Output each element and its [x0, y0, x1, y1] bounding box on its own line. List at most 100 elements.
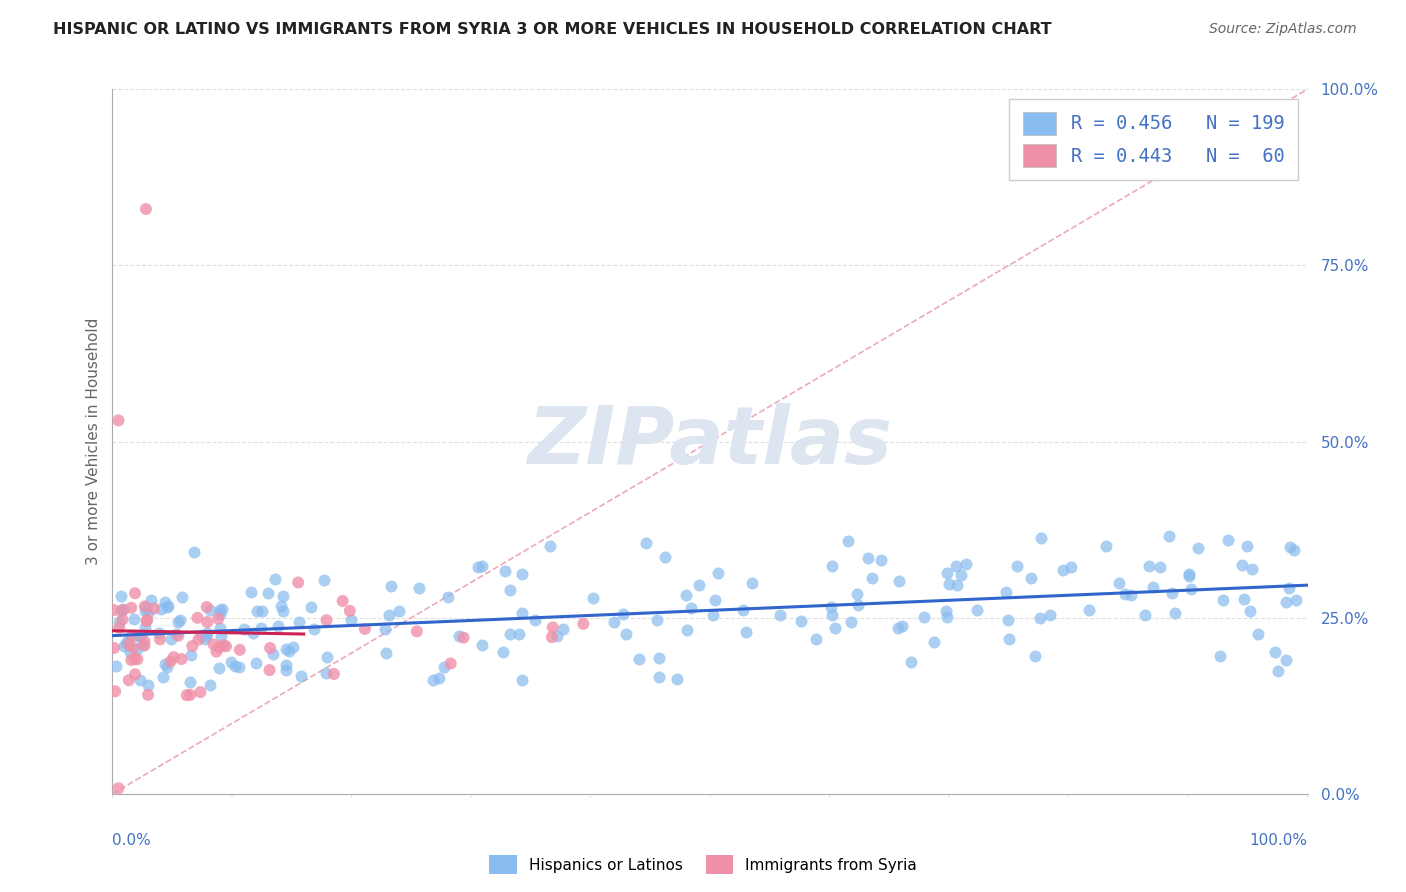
Point: [135, 599, 157, 614]
Point: [524, 613, 547, 627]
Point: [208, 640, 231, 655]
Text: HISPANIC OR LATINO VS IMMIGRANTS FROM SYRIA 3 OR MORE VEHICLES IN HOUSEHOLD CORR: HISPANIC OR LATINO VS IMMIGRANTS FROM SY…: [53, 22, 1052, 37]
Point: [208, 661, 231, 675]
Point: [1264, 645, 1286, 659]
Point: [860, 572, 883, 586]
Point: [134, 620, 156, 634]
Point: [1133, 608, 1156, 623]
Point: [870, 553, 893, 567]
Point: [135, 614, 157, 628]
Point: [405, 624, 427, 639]
Point: [1149, 560, 1171, 574]
Point: [704, 593, 727, 607]
Point: [654, 549, 676, 564]
Point: [997, 613, 1019, 627]
Point: [602, 615, 624, 629]
Point: [262, 647, 284, 661]
Point: [1233, 591, 1256, 606]
Point: [551, 622, 574, 636]
Point: [134, 639, 156, 653]
Point: [955, 557, 977, 571]
Point: [250, 604, 273, 618]
Point: [702, 607, 724, 622]
Point: [938, 577, 960, 591]
Point: [127, 629, 149, 643]
Point: [572, 616, 595, 631]
Point: [169, 613, 191, 627]
Point: [112, 639, 135, 653]
Point: [152, 669, 174, 683]
Point: [183, 545, 205, 559]
Point: [1282, 543, 1305, 558]
Point: [107, 615, 129, 629]
Point: [118, 638, 141, 652]
Point: [1212, 592, 1234, 607]
Point: [1039, 607, 1062, 622]
Point: [449, 629, 471, 643]
Point: [648, 650, 671, 665]
Point: [312, 573, 335, 587]
Point: [541, 620, 564, 634]
Point: [1274, 595, 1296, 609]
Point: [299, 599, 322, 614]
Point: [134, 599, 156, 614]
Point: [205, 645, 228, 659]
Point: [153, 657, 176, 672]
Point: [111, 601, 134, 615]
Point: [340, 613, 363, 627]
Point: [1178, 566, 1201, 581]
Point: [636, 535, 658, 549]
Point: [271, 589, 294, 603]
Point: [1137, 558, 1160, 573]
Point: [118, 673, 141, 688]
Point: [471, 559, 494, 574]
Point: [121, 629, 143, 643]
Point: [374, 622, 396, 636]
Point: [467, 559, 489, 574]
Point: [332, 594, 354, 608]
Point: [195, 626, 218, 640]
Point: [824, 621, 846, 635]
Point: [207, 612, 229, 626]
Point: [159, 632, 181, 647]
Point: [288, 615, 311, 629]
Legend: R = 0.456   N = 199, R = 0.443   N =  60: R = 0.456 N = 199, R = 0.443 N = 60: [1010, 99, 1298, 180]
Point: [512, 673, 534, 687]
Point: [127, 641, 149, 656]
Point: [264, 572, 287, 586]
Point: [136, 613, 159, 627]
Point: [1180, 582, 1202, 596]
Point: [1114, 587, 1136, 601]
Point: [267, 619, 290, 633]
Point: [922, 634, 945, 648]
Point: [315, 665, 337, 680]
Point: [647, 670, 669, 684]
Point: [900, 655, 922, 669]
Point: [202, 637, 225, 651]
Point: [1209, 649, 1232, 664]
Point: [688, 577, 710, 591]
Point: [139, 593, 162, 607]
Point: [103, 640, 125, 655]
Point: [136, 606, 159, 620]
Point: [821, 607, 844, 622]
Point: [198, 678, 221, 692]
Point: [1060, 560, 1083, 574]
Point: [209, 607, 232, 621]
Point: [176, 688, 198, 702]
Point: [229, 643, 252, 657]
Point: [821, 559, 844, 574]
Point: [1241, 562, 1264, 576]
Text: ZIPatlas: ZIPatlas: [527, 402, 893, 481]
Point: [422, 673, 444, 688]
Point: [200, 603, 222, 617]
Point: [681, 601, 703, 615]
Point: [134, 634, 156, 648]
Point: [245, 656, 267, 670]
Text: Source: ZipAtlas.com: Source: ZipAtlas.com: [1209, 22, 1357, 37]
Point: [179, 688, 201, 702]
Point: [110, 590, 132, 604]
Point: [1230, 558, 1253, 572]
Point: [190, 628, 212, 642]
Point: [374, 646, 396, 660]
